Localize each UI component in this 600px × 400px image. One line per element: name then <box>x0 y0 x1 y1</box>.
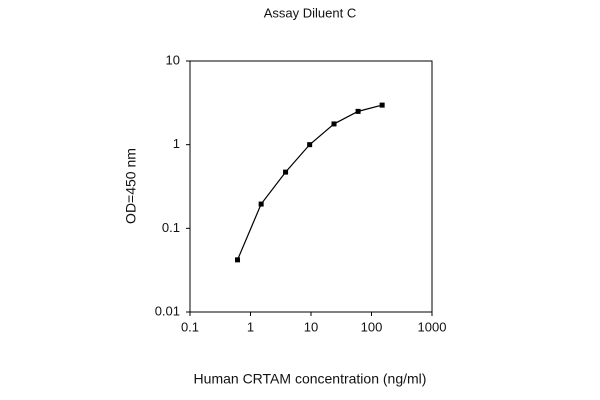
x-tick-label: 0.1 <box>181 319 199 334</box>
data-point <box>258 201 264 207</box>
x-tick-label: 1000 <box>418 319 447 334</box>
y-tick-label: 1 <box>173 136 180 151</box>
x-tick-label: 10 <box>304 319 318 334</box>
data-point <box>307 142 313 148</box>
data-point <box>379 102 385 108</box>
y-tick-label: 0.01 <box>155 303 180 318</box>
data-line <box>236 104 383 261</box>
x-axis-label: Human CRTAM concentration (ng/ml) <box>194 371 427 387</box>
data-point <box>235 257 241 263</box>
data-point <box>331 121 337 127</box>
y-axis-label: OD=450 nm <box>123 148 139 224</box>
data-point <box>355 108 361 114</box>
chart-title: Assay Diluent C <box>264 5 356 20</box>
y-tick-label: 10 <box>166 52 180 67</box>
x-tick-label: 1 <box>247 319 254 334</box>
y-tick-label: 0.1 <box>162 220 180 235</box>
plot-frame <box>189 60 433 313</box>
x-tick-label: 100 <box>361 319 383 334</box>
data-point <box>283 169 289 175</box>
